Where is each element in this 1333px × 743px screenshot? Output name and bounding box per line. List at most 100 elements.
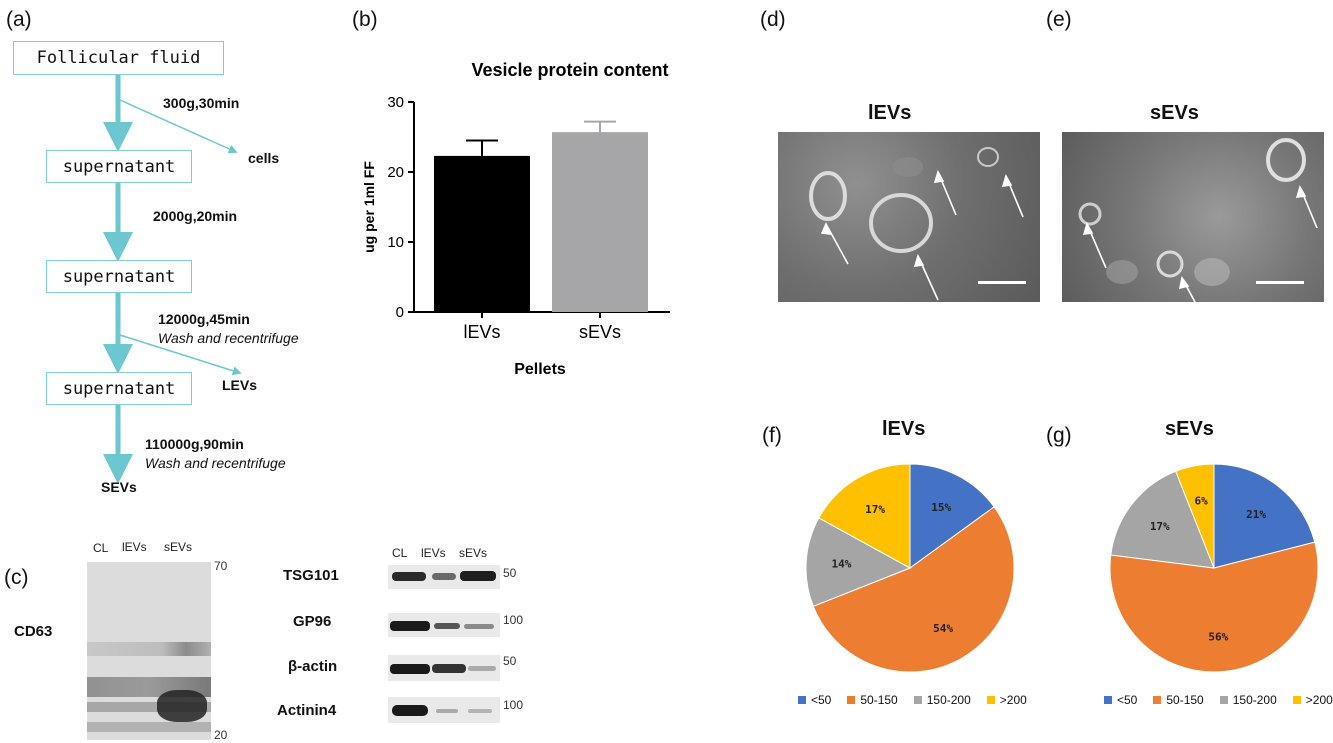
legend-label: >200 bbox=[1305, 693, 1333, 707]
blot-gp96 bbox=[388, 613, 500, 637]
wash-note-1: Wash and recentrifuge bbox=[158, 330, 299, 346]
em-image-sevs bbox=[1062, 132, 1324, 302]
step-4: 110000g,90min bbox=[145, 436, 244, 452]
cd63-mw-top: 70 bbox=[214, 559, 228, 573]
legend-item: >200 bbox=[1292, 693, 1333, 707]
legend-swatch bbox=[798, 696, 806, 704]
panel-letter-g: (g) bbox=[1046, 424, 1072, 447]
flow-branch-levs bbox=[119, 334, 242, 376]
protein-label-gp96: GP96 bbox=[293, 613, 332, 630]
blot-b-actin bbox=[388, 655, 500, 681]
output-levs: LEVs bbox=[222, 377, 258, 393]
scale-bar-levs bbox=[978, 281, 1026, 284]
lane-label-sevs-left: sEVs bbox=[164, 540, 193, 554]
mw-gp96: 100 bbox=[503, 613, 524, 627]
lane-label-cl-right: CL bbox=[392, 546, 408, 560]
pie-legend-levs: <50 50-150 150-200 >200 bbox=[798, 693, 1043, 707]
y-tick-label: 0 bbox=[396, 304, 404, 321]
pie-slice-<50 bbox=[1213, 463, 1316, 569]
legend-swatch bbox=[1153, 696, 1162, 704]
panel-letter-e: (e) bbox=[1046, 8, 1072, 31]
pie-slice-150-200 bbox=[805, 517, 912, 607]
legend-item: 50-150 bbox=[1153, 693, 1204, 707]
legend-label: 150-200 bbox=[926, 693, 971, 707]
legend-item: 150-200 bbox=[1219, 693, 1277, 707]
pie-title-levs: lEVs bbox=[882, 418, 926, 440]
mw-actinin4: 100 bbox=[503, 698, 524, 712]
legend-item: 50-150 bbox=[847, 693, 898, 707]
x-tick-label: sEVs bbox=[579, 322, 621, 342]
legend-item: <50 bbox=[1104, 693, 1137, 707]
bar-lEVs bbox=[434, 155, 530, 312]
mw-b-actin: 50 bbox=[503, 654, 517, 668]
pie-data-label: 54% bbox=[933, 622, 953, 635]
pie-legend-sevs: <50 50-150 150-200 >200 bbox=[1104, 693, 1333, 707]
protein-label-actinin4: Actinin4 bbox=[277, 702, 337, 719]
panel-letter-d: (d) bbox=[760, 8, 786, 31]
panel-letter-f: (f) bbox=[762, 424, 782, 447]
cd63-mw-bottom: 20 bbox=[214, 728, 228, 742]
step-3: 12000g,45min bbox=[158, 311, 250, 327]
wash-note-2: Wash and recentrifuge bbox=[145, 455, 286, 471]
x-axis-label: Pellets bbox=[514, 361, 566, 378]
pie-data-label: 17% bbox=[865, 503, 885, 516]
flowchart-arrows bbox=[103, 73, 242, 484]
pie-data-label: 56% bbox=[1208, 631, 1228, 644]
box-follicular-fluid: Follicular fluid bbox=[13, 41, 224, 75]
chart-title: Vesicle protein content bbox=[471, 60, 668, 80]
pie-title-sevs: sEVs bbox=[1165, 418, 1214, 440]
bar-sEVs bbox=[552, 132, 648, 312]
x-tick-label: lEVs bbox=[463, 322, 500, 342]
legend-swatch bbox=[1104, 696, 1112, 704]
panel-letter-b: (b) bbox=[352, 8, 378, 31]
y-tick-label: 30 bbox=[387, 94, 404, 111]
y-axis-label: ug per 1ml FF bbox=[361, 161, 377, 253]
pie-data-label: 14% bbox=[832, 558, 852, 571]
legend-label: 50-150 bbox=[1166, 693, 1204, 707]
pie-data-label: 6% bbox=[1195, 495, 1209, 508]
legend-swatch bbox=[913, 696, 922, 704]
box-supernatant-2: supernatant bbox=[46, 260, 192, 293]
pie-chart-sevs: 21% 56% 17% 6% bbox=[1109, 463, 1319, 673]
protein-label-b-actin: β-actin bbox=[288, 658, 338, 675]
panel-letter-c: (c) bbox=[4, 566, 29, 589]
cd63-label: CD63 bbox=[14, 623, 53, 640]
lane-label-levs-left: lEVs bbox=[122, 540, 147, 554]
pie-data-label: 17% bbox=[1150, 520, 1170, 533]
bar-chart: Vesicle protein content 0 10 20 30 lEVs sEVs Pe… bbox=[361, 60, 670, 378]
legend-label: >200 bbox=[999, 693, 1027, 707]
pie-slice->200 bbox=[818, 463, 911, 569]
lane-label-levs-right: lEVs bbox=[421, 546, 446, 560]
pie-slice->200 bbox=[1175, 463, 1215, 569]
cd63-blot bbox=[87, 562, 211, 740]
em-title-sevs: sEVs bbox=[1150, 102, 1199, 124]
pie-slice-150-200 bbox=[1110, 470, 1215, 569]
protein-label-tsg101: TSG101 bbox=[283, 567, 339, 584]
lane-label-sevs-right: sEVs bbox=[459, 546, 488, 560]
legend-swatch bbox=[1292, 696, 1301, 704]
scale-bar-sevs bbox=[1256, 281, 1304, 284]
output-cells: cells bbox=[248, 150, 280, 166]
box-supernatant-1: supernatant bbox=[46, 150, 192, 183]
panel-letter-a: (a) bbox=[6, 8, 32, 31]
legend-swatch bbox=[1219, 696, 1228, 704]
legend-label: <50 bbox=[811, 693, 832, 707]
pie-chart-levs: 15% 54% 14% 17% bbox=[805, 463, 1015, 673]
em-title-levs: lEVs bbox=[868, 102, 912, 124]
mw-tsg101: 50 bbox=[503, 566, 517, 580]
flow-branch-cells bbox=[119, 99, 238, 154]
pie-slice-<50 bbox=[909, 463, 995, 569]
lane-label-cl-left: CL bbox=[93, 541, 109, 555]
blot-tsg101 bbox=[388, 565, 500, 589]
pie-data-label: 21% bbox=[1246, 508, 1266, 521]
blot-actinin4 bbox=[388, 697, 500, 723]
legend-item: 150-200 bbox=[913, 693, 971, 707]
legend-swatch bbox=[986, 696, 995, 704]
legend-item: >200 bbox=[986, 693, 1027, 707]
pie-data-label: 15% bbox=[931, 501, 951, 514]
box-supernatant-3: supernatant bbox=[46, 372, 192, 405]
legend-item: <50 bbox=[798, 693, 831, 707]
y-tick-label: 10 bbox=[387, 234, 404, 251]
output-sevs: SEVs bbox=[101, 479, 137, 495]
legend-swatch bbox=[847, 696, 856, 704]
